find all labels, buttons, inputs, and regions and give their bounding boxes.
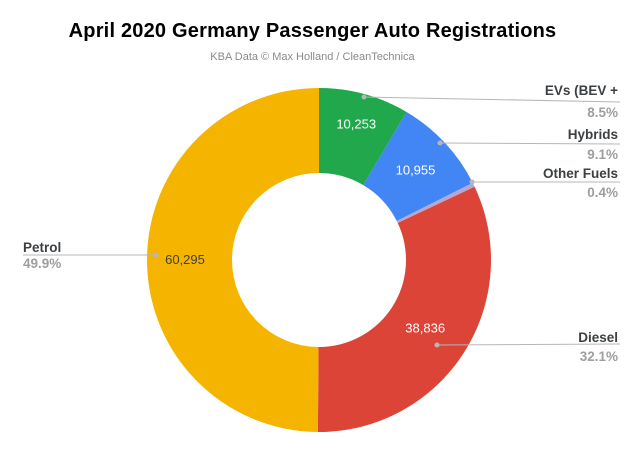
leader-dot-other-fuels bbox=[469, 179, 475, 185]
slice-value-diesel: 38,836 bbox=[405, 320, 445, 335]
leader-line-diesel bbox=[436, 343, 621, 346]
callout-label-hybrids: Hybrids bbox=[567, 127, 618, 142]
callout-pct-petrol: 49.9% bbox=[23, 256, 62, 271]
leader-dot-evs bbox=[361, 94, 367, 100]
callout-pct-hybrids: 9.1% bbox=[587, 147, 618, 162]
slice-evs-bev[interactable] bbox=[319, 88, 407, 186]
leader-dot-diesel bbox=[434, 342, 440, 348]
leader-dot-petrol bbox=[153, 252, 159, 258]
chart-title: April 2020 Germany Passenger Auto Regist… bbox=[68, 20, 557, 42]
slice-value-hybrids: 10,955 bbox=[396, 162, 436, 177]
leader-line-evs bbox=[363, 96, 621, 103]
leader-dot-hybrids bbox=[437, 140, 443, 146]
callout-label-evs: EVs (BEV + bbox=[544, 83, 618, 98]
donut-slices: 10,253 10,955 38,836 60,295 bbox=[147, 88, 491, 432]
slice-diesel[interactable] bbox=[317, 186, 491, 432]
callout-pct-diesel: 32.1% bbox=[579, 349, 618, 364]
slice-value-evs-bev: 10,253 bbox=[336, 116, 376, 131]
callout-lines bbox=[23, 94, 621, 348]
callout-pct-other-fuels: 0.4% bbox=[587, 185, 618, 200]
callout-pct-evs: 8.5% bbox=[587, 105, 618, 120]
callout-label-diesel: Diesel bbox=[578, 330, 618, 345]
slice-petrol[interactable] bbox=[147, 88, 319, 432]
callout-label-petrol: Petrol bbox=[23, 240, 62, 255]
slice-value-petrol: 60,295 bbox=[165, 252, 205, 267]
chart-subtitle: KBA Data © Max Holland / CleanTechnica bbox=[210, 51, 415, 63]
slice-hybrids[interactable] bbox=[363, 111, 473, 221]
callout-label-other-fuels: Other Fuels bbox=[542, 166, 618, 181]
slice-other-fuels[interactable] bbox=[396, 182, 475, 223]
leader-line-hybrids bbox=[439, 142, 621, 145]
